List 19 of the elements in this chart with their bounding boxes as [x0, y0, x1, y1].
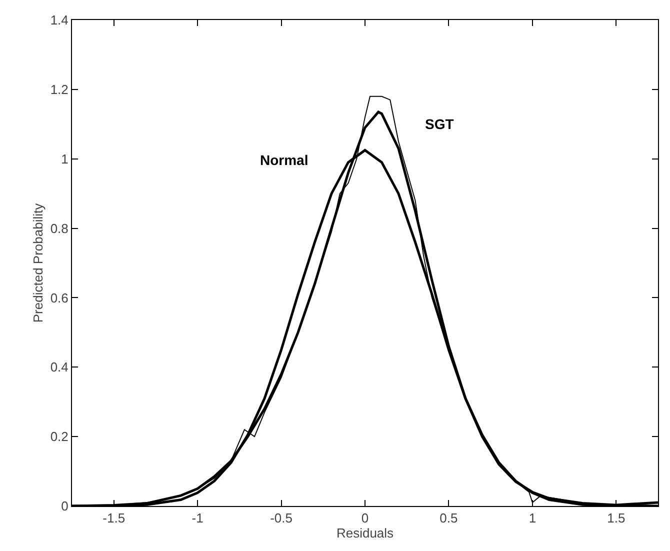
- x-tick-label: 0: [361, 510, 369, 526]
- x-tick-label: 1.5: [607, 510, 626, 526]
- x-tick-label: 0.5: [440, 510, 458, 526]
- x-tick-label: -1: [192, 510, 204, 526]
- x-axis-title: Residuals: [336, 526, 394, 541]
- text: SGT: [425, 116, 454, 132]
- y-tick-label: 0.6: [50, 290, 68, 306]
- y-tick-label: 0.4: [50, 360, 68, 375]
- text: Normal: [260, 152, 308, 168]
- x-tick-label: -0.5: [270, 510, 292, 526]
- y-axis-title: Predicted Probability: [30, 202, 46, 323]
- y-tick-label: 0: [61, 498, 68, 514]
- y-tick-label: 1: [61, 151, 68, 166]
- x-tick-label: 1: [528, 510, 536, 526]
- x-tick-label: -1.5: [102, 510, 126, 526]
- y-tick-label: 1.4: [50, 12, 68, 28]
- y-tick-label: 1.2: [50, 82, 68, 97]
- y-tick-label: 0.2: [50, 429, 68, 444]
- y-tick-label: 0.8: [50, 220, 68, 236]
